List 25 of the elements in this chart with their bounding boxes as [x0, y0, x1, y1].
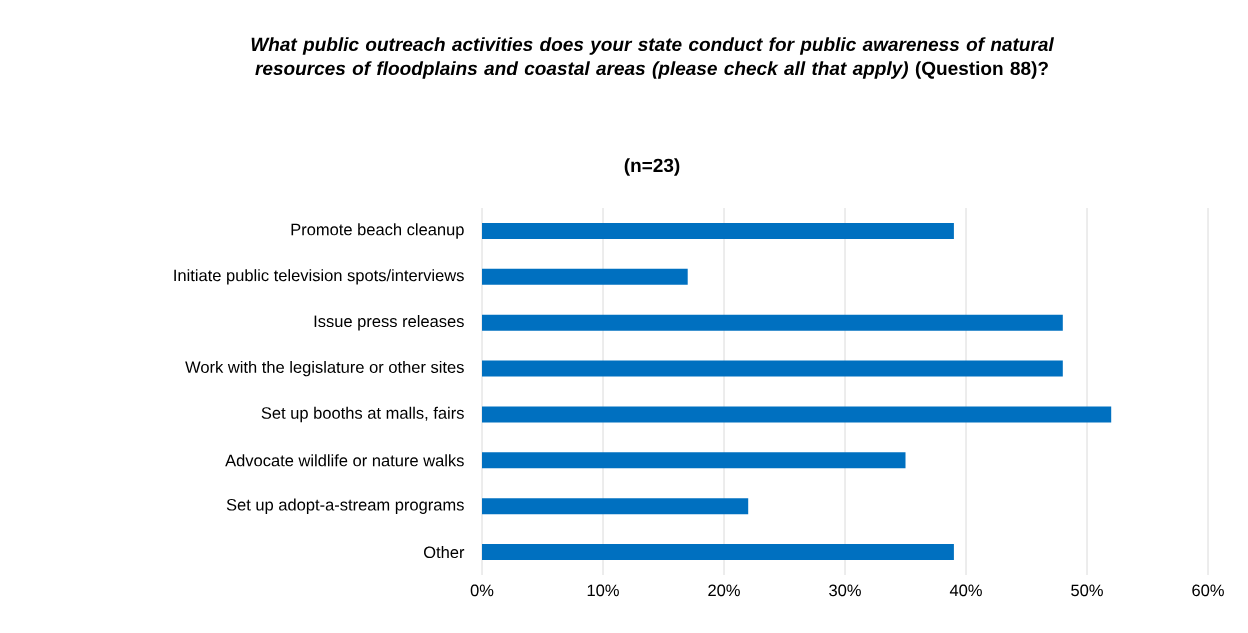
y-tick-label: Set up booths at malls, fairs	[261, 406, 464, 423]
x-tick-label: 20%	[708, 584, 740, 597]
x-tick-label: 60%	[1192, 584, 1224, 597]
bar	[482, 360, 1063, 377]
y-tick-label: Initiate public television spots/interviews	[174, 269, 464, 285]
chart-title: What public outreach activities does your state conduct for public awareness of natural resources of floodplains and coastal areas (please check all that apply) (Question 88)?	[251, 37, 1055, 79]
y-tick-label: Set up adopt-a-stream programs	[226, 498, 464, 514]
x-tick-label: 50%	[1071, 584, 1103, 597]
y-tick-label: Work with the legislature or other sites	[185, 360, 464, 377]
x-tick-label: 0%	[470, 584, 494, 597]
bar	[482, 498, 749, 515]
y-tick-label: Other	[424, 546, 465, 559]
x-tick-label: 10%	[587, 584, 619, 597]
x-tick-label: 30%	[829, 584, 861, 597]
bar	[482, 406, 1112, 423]
y-tick-label: Advocate wildlife or nature walks	[225, 454, 464, 467]
chart-subtitle: (n=23)	[624, 158, 680, 176]
bar	[482, 314, 1063, 331]
bar	[482, 452, 906, 469]
bar	[482, 544, 954, 561]
x-tick-label: 40%	[949, 584, 982, 597]
bar	[482, 268, 688, 285]
y-tick-label: Issue press releases	[314, 315, 464, 331]
bar	[482, 222, 954, 239]
y-tick-label: Promote beach cleanup	[291, 223, 464, 239]
